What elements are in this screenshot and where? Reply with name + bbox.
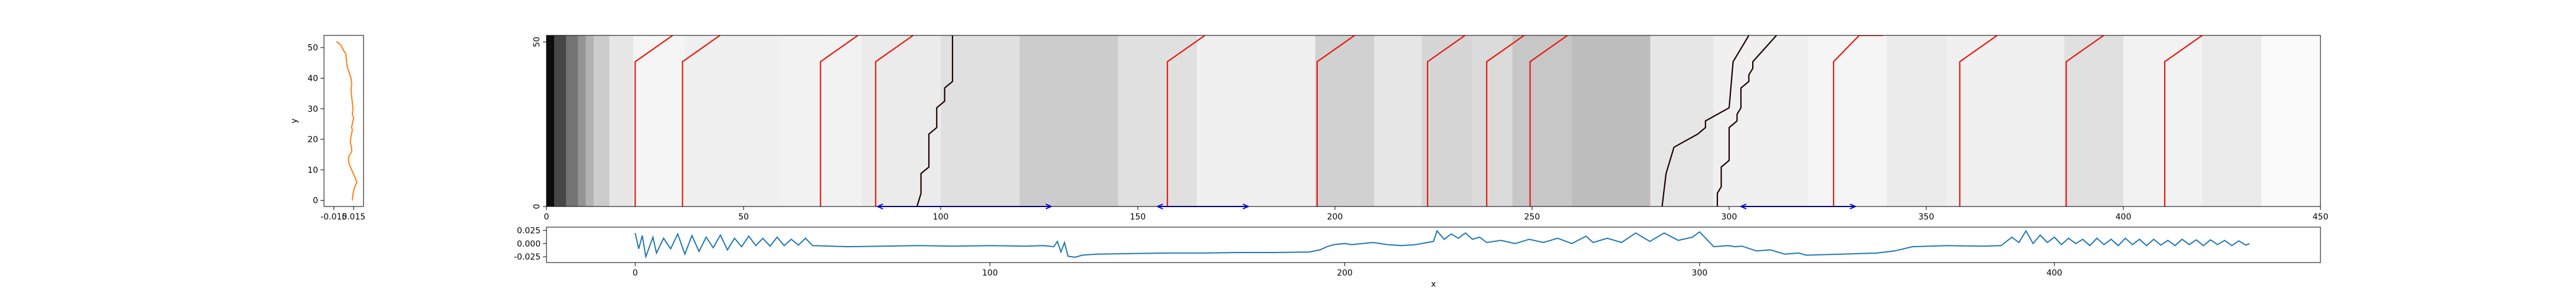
left-profile-frame [323,35,364,207]
main-xtick-label: 50 [738,212,749,222]
red-line [820,35,859,206]
heatmap-column [2261,35,2320,206]
red-line [875,35,914,206]
red-line [1486,35,1525,206]
left-profile-line [336,41,358,201]
red-line [1832,35,1883,206]
main-xtick-label: 400 [2116,212,2132,222]
red-lines [634,35,2203,206]
heatmap-column [862,35,941,206]
bottom-xtick-label: 200 [1337,268,1353,278]
bottom-signal-xlabel: x [1431,280,1436,289]
heatmap-column [1571,35,1651,206]
main-heatmap-frame [546,35,2321,207]
left-profile-ylabel: y [290,119,299,123]
heatmap-column [1512,35,1572,206]
main-xtick-label: 250 [1524,212,1540,222]
bottom-xtick-label: 400 [2047,268,2063,278]
bottom-xtick-label: 300 [1692,268,1708,278]
main-xtick-label: 200 [1327,212,1343,222]
heatmap-column [2202,35,2261,206]
left-profile-background [324,35,364,206]
heatmap-column [1315,35,1374,206]
bottom-xtick-label: 0 [633,268,638,278]
red-line [2066,35,2104,206]
main-xtick-label: 150 [1130,212,1146,222]
main-ytick-label: 0 [532,204,542,209]
main-heatmap-ticks: 0 50 100 150 200 250 300 350 400 450 0 50 [532,37,2328,222]
heatmap-column [1650,35,1714,206]
main-xtick-label: 0 [544,212,549,222]
heatmap-column [1946,35,2064,206]
heatmap-column [1374,35,1422,206]
bottom-xtick-label: 100 [982,268,998,278]
heatmap-column [546,35,555,206]
bottom-signal-ticks: 0 100 200 300 400 0.025 0.000 -0.025 [514,226,2063,278]
red-line [682,35,721,206]
main-xtick-label: 350 [1919,212,1935,222]
left-xtick-label: -0.015 [320,212,347,222]
heatmap-column [1887,35,1946,206]
heatmap-column [1421,35,1473,206]
dark-line [916,35,954,206]
heatmap-column [2123,35,2202,206]
bottom-signal-line [634,230,2250,259]
heatmap-background [546,35,2320,206]
bottom-ytick-label: -0.025 [514,253,541,262]
red-line [1529,35,1568,206]
heatmap-column [1472,35,1513,206]
bottom-ytick-label: 0.000 [517,240,541,249]
heatmap-column [2064,35,2123,206]
heatmap-column [684,35,783,206]
heatmap-column [578,35,586,206]
left-ytick-label: 20 [307,135,318,145]
main-heatmap-panel: 0 50 100 150 200 250 300 350 400 450 0 50 [532,35,2328,222]
heatmap-column [585,35,594,206]
bottom-signal-panel: 0 100 200 300 400 0.025 0.000 -0.025 x [514,226,2321,289]
bottom-ytick-label: 0.025 [517,226,541,235]
dark-line [1716,35,1778,206]
left-profile-series [336,41,358,201]
main-xtick-label: 450 [2313,212,2329,222]
red-line [1959,35,1998,206]
main-xtick-label: 100 [933,212,949,222]
left-ytick-label: 0 [313,196,318,206]
red-line [1167,35,1206,206]
heatmap-column [633,35,685,206]
heatmap-column [1019,35,1118,206]
heatmap-column [554,35,567,206]
red-line [1426,35,1466,206]
red-line [1316,35,1356,206]
heatmap-column [1713,35,1808,206]
bottom-signal-series [634,230,2250,259]
heatmap-column [594,35,610,206]
main-xtick-label: 300 [1721,212,1737,222]
left-ytick-label: 10 [307,166,318,175]
left-ytick-label: 50 [307,44,318,53]
heatmap-column [783,35,862,206]
heatmap-column [566,35,578,206]
heatmap-column [1118,35,1197,206]
heatmap-column [941,35,1020,206]
main-ytick-label: 50 [532,37,542,47]
bottom-signal-frame [546,227,2321,263]
red-line [2164,35,2203,206]
left-ytick-label: 40 [307,74,318,84]
heatmap-column [1808,35,1887,206]
dark-line [1661,35,1750,206]
heatmap-column [609,35,633,206]
dark-lines [916,35,1778,206]
left-xtick-label: 0.015 [342,212,365,222]
left-ytick-label: 30 [307,104,318,114]
heatmap-column [1197,35,1315,206]
red-line [634,35,673,206]
